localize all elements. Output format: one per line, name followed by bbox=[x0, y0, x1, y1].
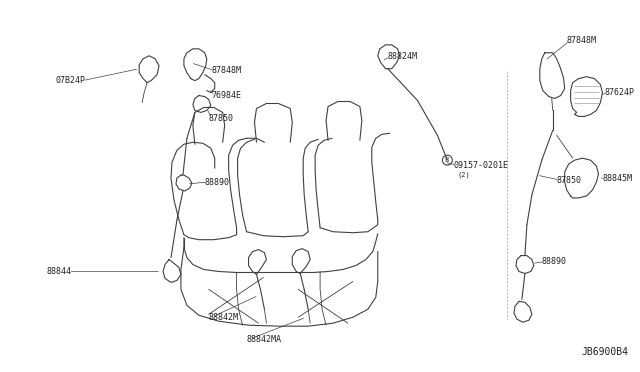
Text: 87848M: 87848M bbox=[566, 36, 596, 45]
Text: 88824M: 88824M bbox=[388, 52, 418, 61]
Text: JB6900B4: JB6900B4 bbox=[581, 347, 628, 357]
Text: 87850: 87850 bbox=[209, 114, 234, 123]
Text: (2): (2) bbox=[458, 172, 470, 178]
Text: B: B bbox=[444, 157, 449, 163]
Text: 87624P: 87624P bbox=[604, 88, 634, 97]
Text: 88890: 88890 bbox=[205, 177, 230, 186]
Text: 07B24P: 07B24P bbox=[56, 76, 86, 85]
Text: 88842M: 88842M bbox=[209, 313, 239, 322]
Text: 88844: 88844 bbox=[47, 267, 72, 276]
Text: 88842MA: 88842MA bbox=[246, 334, 282, 344]
Text: 88890: 88890 bbox=[542, 257, 567, 266]
Text: 09157-0201E: 09157-0201E bbox=[453, 161, 508, 170]
Text: 87850: 87850 bbox=[557, 176, 582, 185]
Text: 76984E: 76984E bbox=[212, 91, 242, 100]
Text: 88845M: 88845M bbox=[602, 174, 632, 183]
Text: 87848M: 87848M bbox=[212, 66, 242, 75]
